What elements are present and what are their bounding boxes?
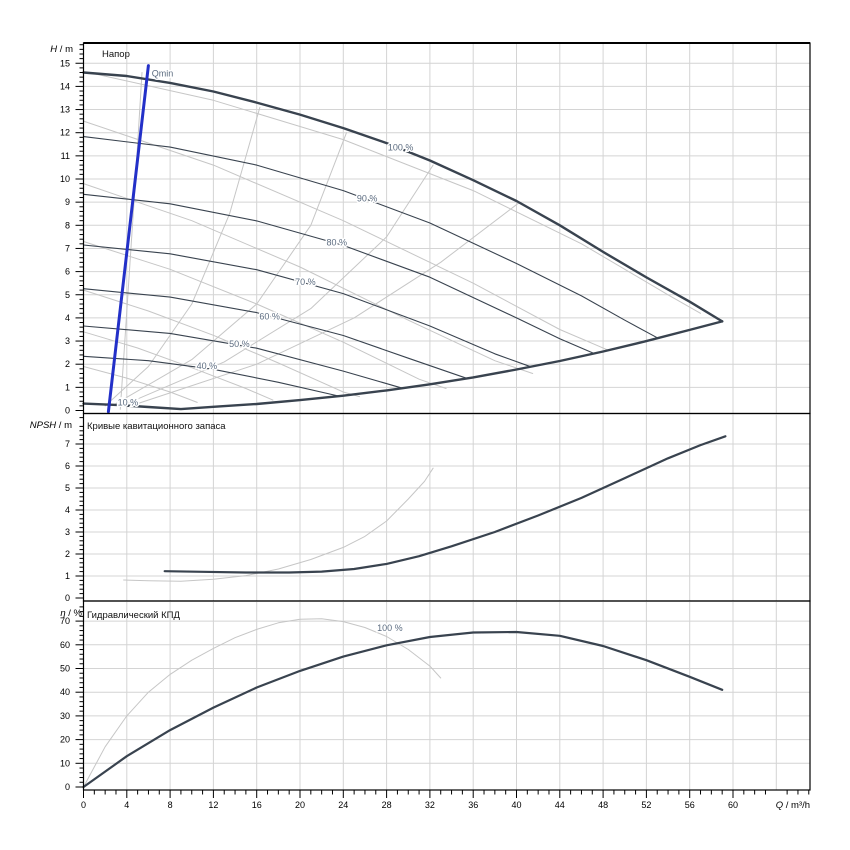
curve-iso-fall-2 [83,120,609,351]
panel-title: Гидравлический КПД [87,610,180,621]
y-axis-label: η / % [60,608,82,619]
panel-head: 100 %90 %80 %70 %60 %50 %40 %10 %Qmin012… [50,42,811,416]
x-tick-label: 8 [168,800,173,810]
y-tick-label: 9 [65,197,70,207]
y-tick-label: 4 [65,505,70,515]
y-axis-label: NPSH / m [30,420,72,431]
curve-iso-fall-4 [83,241,447,389]
y-tick-label: 3 [65,336,70,346]
curve-iso-fall-6 [83,331,274,401]
x-tick-label: 12 [208,800,218,810]
y-tick-label: 0 [65,782,70,792]
curve-npsh-100 [163,435,727,574]
curve-label: 100 % [377,623,403,633]
y-tick-label: 10 [60,758,70,768]
y-tick-label: 70 [60,616,70,626]
chart-render-root: 100 %90 %80 %70 %60 %50 %40 %10 %Qmin012… [30,42,811,811]
x-tick-label: 60 [728,800,738,810]
curve-label: 10 % [118,397,139,407]
panel-title: Напор [102,49,130,60]
y-tick-label: 12 [60,128,70,138]
curve-speed-100 [82,71,724,323]
curve-npsh-reduced [123,467,434,582]
y-tick-label: 11 [61,151,70,161]
panel-border [82,600,811,791]
y-tick-label: 6 [65,461,70,471]
y-tick-label: 40 [60,687,70,697]
y-tick-label: 0 [65,406,70,416]
x-tick-label: 56 [685,800,695,810]
panel-eff: 100 % 0 10 20 30 40 50 60 70 Гидравлический КПД η … [60,600,811,792]
x-tick-label: 28 [382,800,392,810]
y-tick-label: 7 [65,439,70,449]
curve-iso-rise-1 [119,72,143,410]
y-tick-label: 5 [65,483,70,493]
y-tick-label: 13 [60,105,70,115]
curve-label: 90 % [357,194,378,204]
curve-iso-fall-1 [93,73,701,314]
curve-speed-70 [82,244,532,368]
curve-label: 80 % [327,238,348,248]
curve-iso-fall-3 [83,183,534,374]
x-tick-label: 48 [598,800,608,810]
curve-eff-reduced [83,618,442,788]
panel-npsh: 0 1 2 3 4 5 6 7 Кривые кавитационного запаса NPSH… [30,412,811,603]
x-tick-label: 32 [425,800,435,810]
y-tick-label: 8 [65,220,70,230]
y-tick-label: 7 [65,243,70,253]
curve-speed-40 [82,355,340,397]
y-tick-label: 20 [60,735,70,745]
y-tick-label: 0 [65,593,70,603]
curve-eff-100 [82,630,724,789]
y-axis-label: H / m [50,44,73,55]
y-tick-label: 3 [65,527,70,537]
x-tick-label: 44 [555,800,565,810]
curve-label: Qmin [152,69,174,79]
y-tick-label: 2 [65,549,70,559]
curve-label: 50 % [229,339,250,349]
curve-label: 70 % [295,277,316,287]
y-tick-label: 15 [60,58,70,68]
panel-title: Кривые кавитационного запаса [87,421,226,432]
x-tick-label: 36 [468,800,478,810]
curve-label: 100 % [388,143,414,153]
y-tick-label: 4 [65,313,70,323]
curve-speed-90 [82,136,659,339]
curve-iso-fall-5 [83,289,360,398]
y-tick-label: 1 [65,382,70,392]
x-tick-label: 16 [252,800,262,810]
y-tick-label: 5 [65,290,70,300]
curve-speed-60 [82,288,468,379]
x-tick-label: 52 [641,800,651,810]
y-tick-label: 60 [60,640,70,650]
curve-speed-50 [82,325,404,389]
curve-envelope-min [82,320,724,411]
curve-label: 60 % [259,312,280,322]
curve-label: 40 % [197,361,218,371]
curve-iso-rise-2 [104,106,261,407]
x-tick-label: 24 [338,800,348,810]
y-tick-label: 50 [60,664,70,674]
y-tick-label: 1 [65,571,70,581]
y-tick-label: 6 [65,267,70,277]
curve-speed-80 [82,193,595,355]
curve-qmin [106,64,150,414]
y-tick-label: 2 [65,359,70,369]
x-axis: 0 4 8 12 16 20 24 28 32 36 40 44 48 52 56 60 Q / m³/h [81,790,810,811]
x-tick-label: 40 [511,800,521,810]
x-tick-label: 4 [124,800,129,810]
x-tick-label: 20 [295,800,305,810]
y-tick-label: 30 [60,711,70,721]
x-tick-label: 0 [81,800,86,810]
x-axis-label: Q / m³/h [776,800,810,811]
curve-iso-fall-7 [83,366,198,403]
y-tick-label: 10 [60,174,70,184]
y-tick-label: 14 [60,81,70,91]
